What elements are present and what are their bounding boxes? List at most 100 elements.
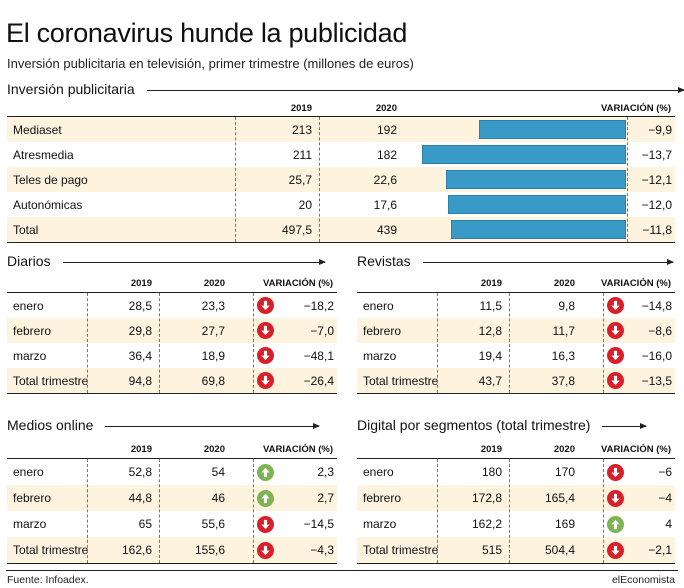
row-label: marzo xyxy=(363,348,397,363)
row-label: Autonómicas xyxy=(13,197,83,212)
value-2019: 211 xyxy=(292,147,312,162)
value-2019: 52,8 xyxy=(128,465,152,479)
arrow-down-icon xyxy=(607,372,624,389)
table-row: Total trimestre 43,7 37,8 −13,5 xyxy=(357,368,675,393)
column-divider xyxy=(603,459,604,563)
row-label: Total trimestre xyxy=(13,543,89,557)
arrow-right-icon xyxy=(146,86,684,93)
revistas-section-title: Revistas xyxy=(357,253,411,269)
variation-value: −18,2 xyxy=(303,298,334,313)
value-2019: 29,8 xyxy=(128,323,152,338)
row-label: Total trimestre xyxy=(13,373,89,388)
variation-bar xyxy=(422,145,626,164)
value-2019: 497,5 xyxy=(281,222,312,237)
column-divider xyxy=(235,117,236,242)
variation-bar xyxy=(450,220,626,239)
variation-value: −7,0 xyxy=(310,323,334,338)
value-2020: 170 xyxy=(554,465,575,479)
column-header-2019: 2019 xyxy=(480,444,502,455)
table-bottom-rule xyxy=(357,393,675,394)
variation-value: −12,1 xyxy=(641,172,672,187)
page-subtitle: Inversión publicitaria en televisión, pr… xyxy=(7,56,414,71)
column-header-2019: 2019 xyxy=(290,103,312,114)
arrow-up-icon xyxy=(257,489,274,507)
column-divider xyxy=(159,459,160,563)
variation-value: −48,1 xyxy=(303,348,334,363)
variation-bar xyxy=(447,195,626,214)
column-header-2020: 2020 xyxy=(375,103,397,114)
table-bottom-rule xyxy=(7,242,675,243)
column-divider xyxy=(437,459,438,563)
table-bottom-rule xyxy=(7,393,337,394)
digital-table: 2019 2020 VARIACIÓN (%) enero 180 170 −6 febrer… xyxy=(357,440,675,564)
tv-section-title: Inversión publicitaria xyxy=(7,81,135,97)
row-label: Atresmedia xyxy=(13,147,74,162)
variation-value: −9,9 xyxy=(648,122,672,137)
column-header-2019: 2019 xyxy=(130,278,152,289)
arrow-right-icon xyxy=(105,422,321,429)
value-2019: 43,7 xyxy=(478,373,502,388)
variation-value: −13,5 xyxy=(641,373,672,388)
arrow-down-icon xyxy=(257,541,274,559)
column-header-2020: 2020 xyxy=(203,444,225,455)
row-label: Total xyxy=(13,222,39,237)
table-row: marzo 162,2 169 4 xyxy=(357,511,675,537)
value-2020: 23,3 xyxy=(201,298,225,313)
value-2019: 162,6 xyxy=(121,543,152,557)
table-row: marzo 65 55,6 −14,5 xyxy=(7,511,337,537)
row-label: enero xyxy=(13,298,44,313)
table-row: enero 52,8 54 2,3 xyxy=(7,459,337,485)
row-label: enero xyxy=(363,298,394,313)
row-label: marzo xyxy=(363,517,397,531)
value-2019: 11,5 xyxy=(479,298,502,313)
value-2020: 439 xyxy=(376,222,397,237)
value-2020: 18,9 xyxy=(201,348,225,363)
variation-value: −13,7 xyxy=(641,147,672,162)
value-2019: 213 xyxy=(291,122,312,137)
value-2019: 172,8 xyxy=(471,491,502,505)
arrow-down-icon xyxy=(257,515,274,533)
row-label: febrero xyxy=(13,323,52,338)
brand-logo: elEconomista xyxy=(611,574,675,586)
digital-section-title: Digital por segmentos (total trimestre) xyxy=(357,417,591,433)
arrow-down-icon xyxy=(607,297,624,314)
table-row: marzo 36,4 18,9 −48,1 xyxy=(7,343,337,368)
value-2020: 504,4 xyxy=(544,543,575,557)
value-2019: 36,4 xyxy=(128,348,152,363)
diarios-section-heading: Diarios xyxy=(7,253,326,269)
variation-value: −4 xyxy=(658,491,672,505)
arrow-down-icon xyxy=(607,322,624,339)
variation-value: 2,7 xyxy=(317,491,334,505)
table-top-rule xyxy=(357,458,675,459)
column-header-variation: VARIACIÓN (%) xyxy=(600,278,671,289)
column-divider xyxy=(159,293,160,393)
column-header-variation: VARIACIÓN (%) xyxy=(262,278,333,289)
table-row: enero 28,5 23,3 −18,2 xyxy=(7,293,337,318)
value-2019: 25,7 xyxy=(288,172,312,187)
arrow-down-icon xyxy=(607,347,624,364)
variation-value: −16,0 xyxy=(641,348,672,363)
variation-value: −26,4 xyxy=(303,373,334,388)
value-2019: 162,2 xyxy=(471,517,502,531)
variation-bar xyxy=(478,120,626,139)
value-2019: 65 xyxy=(138,517,152,531)
row-label: enero xyxy=(363,465,394,479)
row-label: marzo xyxy=(13,348,47,363)
value-2019: 28,5 xyxy=(128,298,152,313)
arrow-down-icon xyxy=(607,541,624,559)
arrow-down-icon xyxy=(607,463,624,481)
row-label: Total trimestre xyxy=(363,543,439,557)
row-label: Total trimestre xyxy=(363,373,439,388)
value-2020: 9,8 xyxy=(558,298,575,313)
value-2019: 94,8 xyxy=(128,373,152,388)
arrow-up-icon xyxy=(607,515,624,533)
value-2020: 169 xyxy=(554,517,575,531)
arrow-right-icon xyxy=(422,258,674,265)
arrow-up-icon xyxy=(257,463,274,481)
value-2020: 27,7 xyxy=(201,323,225,338)
table-row: febrero 44,8 46 2,7 xyxy=(7,485,337,511)
row-label: Teles de pago xyxy=(13,172,88,187)
value-2020: 155,6 xyxy=(194,543,225,557)
tv-section-heading: Inversión publicitaria xyxy=(7,81,684,97)
column-header-variation: VARIACIÓN (%) xyxy=(600,103,671,114)
